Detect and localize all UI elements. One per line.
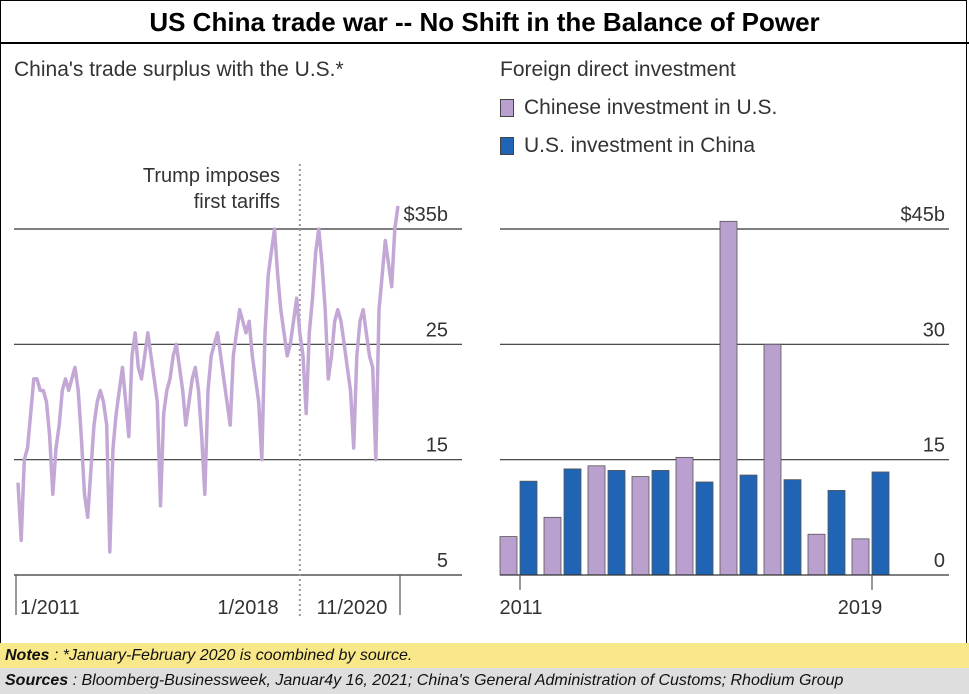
- bar-us-investment: [827, 490, 846, 576]
- legend-swatch-purple: [500, 99, 514, 117]
- page-title: US China trade war -- No Shift in the Ba…: [0, 0, 969, 44]
- bar-us-investment: [607, 470, 626, 576]
- legend-label: U.S. investment in China: [524, 134, 756, 157]
- x-tick-label: 1/2018: [217, 597, 278, 619]
- y-tick-label: $45b: [901, 204, 946, 226]
- y-tick-label: 25: [426, 319, 448, 341]
- bar-us-investment: [695, 481, 714, 576]
- bar-us-investment: [783, 479, 802, 576]
- bar-chinese-investment: [499, 536, 518, 576]
- bar-chinese-investment: [675, 456, 694, 576]
- bar-us-investment: [871, 471, 890, 576]
- notes-bar: Notes : *January-February 2020 is coombi…: [0, 643, 969, 668]
- right-chart-title: Foreign direct investment: [500, 58, 736, 81]
- y-tick-label: 15: [923, 435, 945, 457]
- sources-text: : Bloomberg-Businessweek, Januar4y 16, 2…: [68, 672, 844, 689]
- notes-text: : *January-February 2020 is coombined by…: [49, 647, 413, 664]
- legend-swatch-blue: [500, 137, 514, 155]
- y-tick-label: 5: [437, 550, 448, 572]
- bar-chinese-investment: [807, 533, 826, 576]
- bar-chinese-investment: [851, 538, 870, 576]
- x-tick-label: 1/2011: [20, 597, 80, 619]
- x-tick-label: 11/2020: [317, 597, 388, 619]
- sources-label: Sources: [5, 672, 69, 689]
- x-tick-label: 2011: [499, 597, 542, 619]
- bar-us-investment: [651, 470, 670, 576]
- y-tick-label: 15: [426, 435, 448, 457]
- bar-chinese-investment: [587, 465, 606, 576]
- legend-item-us-investment: U.S. investment in China: [500, 134, 755, 158]
- trade-surplus-line-chart: 5 15 25 $35b Trump imposes first tariffs 1/201…: [14, 164, 462, 619]
- legend-label: Chinese investment in U.S.: [524, 96, 778, 119]
- bar-chinese-investment: [631, 476, 650, 576]
- fdi-bar-chart: 0 15 30 $45b 2011 2019: [499, 204, 949, 619]
- y-tick-label: 30: [923, 319, 945, 341]
- bar-chinese-investment: [543, 516, 562, 576]
- y-tick-label: $35b: [404, 204, 449, 226]
- bar-us-investment: [739, 474, 758, 576]
- x-tick-label: 2019: [838, 597, 883, 619]
- sources-bar: Sources : Bloomberg-Businessweek, Januar…: [0, 668, 969, 694]
- bar-chinese-investment: [719, 220, 738, 576]
- y-tick-label: 0: [934, 550, 945, 572]
- bar-us-investment: [519, 480, 538, 576]
- annotation-line-1: Trump imposes: [143, 165, 280, 187]
- left-chart-title: China's trade surplus with the U.S.*: [14, 58, 344, 81]
- notes-label: Notes: [5, 647, 50, 664]
- legend-item-chinese-investment: Chinese investment in U.S.: [500, 96, 777, 120]
- bar-us-investment: [563, 468, 582, 576]
- bar-chinese-investment: [763, 343, 782, 576]
- trade-surplus-series-line: [16, 205, 400, 554]
- annotation-line-2: first tariffs: [194, 191, 280, 213]
